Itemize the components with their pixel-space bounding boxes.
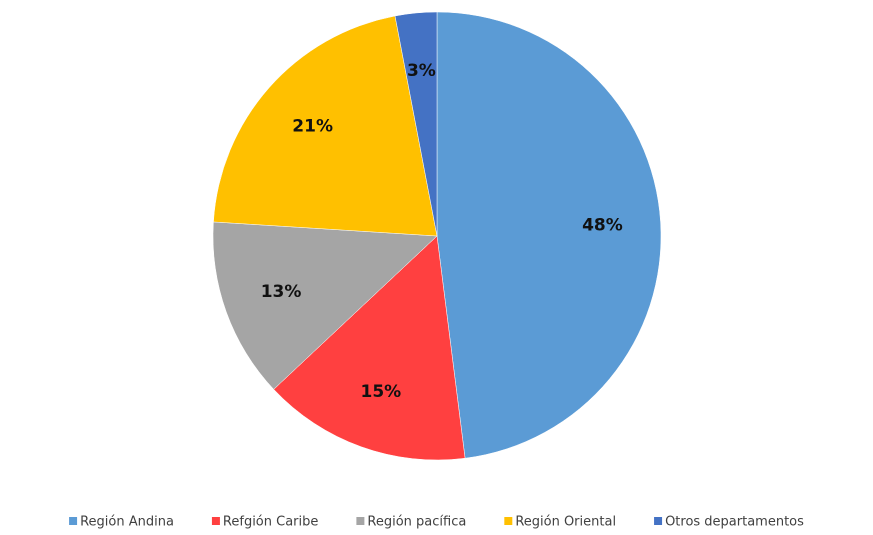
legend-swatch bbox=[654, 517, 663, 525]
pie-slice bbox=[394, 11, 438, 237]
pie-slice bbox=[212, 221, 438, 390]
legend-label: Refgión Caribe bbox=[223, 515, 318, 530]
data-label: 13% bbox=[261, 282, 302, 302]
legend-label: Región Oriental bbox=[515, 515, 616, 530]
legend-swatch bbox=[356, 517, 365, 525]
legend-swatch bbox=[211, 517, 220, 525]
legend-label: Otros departamentos bbox=[665, 515, 804, 530]
data-label: 15% bbox=[360, 382, 401, 402]
legend-swatch bbox=[69, 517, 78, 525]
legend-label: Región pacífica bbox=[367, 515, 466, 530]
pie-slice bbox=[273, 235, 466, 461]
pie-slice bbox=[436, 11, 662, 459]
legend-label: Región Andina bbox=[80, 515, 174, 530]
legend-swatch bbox=[504, 517, 513, 525]
data-label: 3% bbox=[407, 61, 436, 81]
data-label: 21% bbox=[292, 116, 333, 136]
pie-slice bbox=[213, 15, 438, 237]
data-label: 48% bbox=[582, 216, 623, 236]
